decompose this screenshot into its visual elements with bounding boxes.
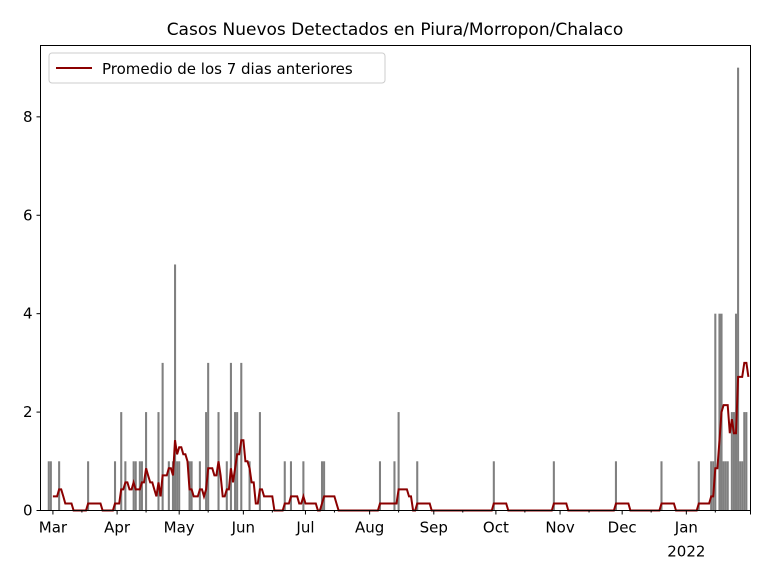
bar	[743, 412, 746, 511]
x-tick-label: Oct	[483, 519, 509, 537]
bar	[710, 461, 713, 511]
bar	[236, 412, 239, 511]
bar	[120, 412, 123, 511]
bar	[302, 461, 305, 511]
bar	[492, 461, 495, 511]
bar	[320, 461, 324, 511]
x-tick-year-label: 2022	[667, 543, 705, 561]
bar	[234, 412, 237, 511]
bar	[714, 313, 717, 511]
bar	[198, 461, 201, 511]
bar	[47, 461, 50, 511]
bar	[58, 461, 61, 511]
y-axis: 0 2 4 6 8	[23, 108, 41, 520]
bar	[378, 461, 382, 511]
bar	[730, 412, 733, 511]
x-tick-label: Jul	[295, 519, 314, 537]
bar	[660, 461, 663, 511]
x-tick-label: Dec	[608, 519, 637, 537]
y-tick-label: 4	[23, 305, 33, 323]
x-tick-label: Aug	[355, 519, 384, 537]
bar	[323, 461, 326, 511]
bar	[190, 461, 193, 511]
bar	[174, 264, 177, 511]
bar	[737, 67, 740, 511]
moving-average-line	[52, 361, 750, 512]
plot-frame	[40, 45, 751, 511]
bar	[726, 461, 729, 511]
bar	[225, 461, 228, 511]
x-tick-label: Apr	[104, 519, 131, 537]
bar	[739, 461, 742, 511]
bar	[552, 461, 555, 511]
bar	[283, 461, 286, 511]
bar	[248, 461, 251, 511]
bar	[205, 412, 208, 511]
bar	[697, 461, 700, 511]
bar	[161, 362, 164, 511]
x-tick-label: Sep	[420, 519, 448, 537]
x-tick-label: Jun	[231, 519, 255, 537]
bar	[167, 461, 170, 511]
bar	[229, 362, 232, 511]
legend-label: Promedio de los 7 dias anteriores	[102, 60, 353, 78]
bar	[134, 461, 137, 511]
bar	[732, 412, 735, 511]
x-tick-label: May	[164, 519, 195, 537]
y-tick-label: 6	[23, 206, 33, 224]
chart-title: Casos Nuevos Detectados en Piura/Morropo…	[167, 20, 624, 40]
bar	[393, 461, 396, 511]
bar	[258, 412, 261, 511]
bar	[240, 362, 243, 511]
bar	[171, 461, 175, 511]
x-tick-label: Mar	[39, 519, 68, 537]
bar	[722, 461, 725, 511]
bar	[157, 412, 160, 511]
x-tick-label: Jan	[674, 519, 698, 537]
legend: Promedio de los 7 dias anteriores	[48, 52, 386, 84]
bar	[741, 461, 744, 511]
moving-average-polyline	[52, 361, 750, 512]
bar	[138, 461, 141, 511]
bar	[289, 461, 293, 511]
bar	[207, 362, 210, 511]
bar	[416, 461, 419, 511]
y-tick-label: 8	[23, 108, 33, 126]
bar	[718, 313, 721, 511]
bar	[145, 412, 148, 511]
bar	[113, 461, 117, 511]
bar	[178, 461, 181, 511]
bar	[49, 461, 52, 511]
bar	[176, 461, 179, 511]
bar	[614, 461, 617, 511]
y-tick-label: 2	[23, 403, 33, 421]
x-tick-label: Nov	[545, 519, 574, 537]
bar	[724, 461, 727, 511]
x-axis: Mar Apr May Jun Jul Aug Sep Oct Nov Dec Jan 2022	[39, 510, 751, 561]
bar	[397, 412, 400, 511]
bar	[745, 412, 748, 511]
legend-box	[48, 52, 386, 84]
y-tick-label: 0	[23, 502, 33, 520]
bar	[87, 461, 90, 511]
bars	[47, 67, 748, 511]
